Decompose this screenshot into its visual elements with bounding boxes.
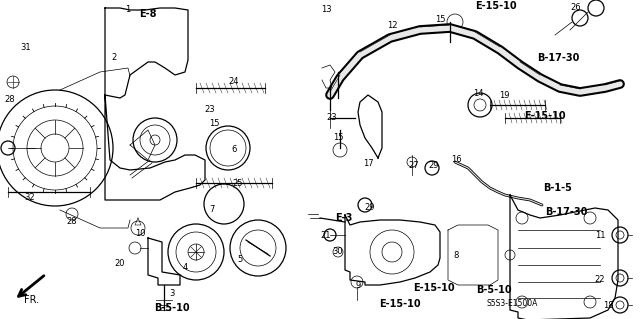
Text: 11: 11 xyxy=(595,232,605,241)
Text: 29: 29 xyxy=(429,161,439,170)
Text: 23: 23 xyxy=(205,106,215,115)
Text: E-8: E-8 xyxy=(140,9,157,19)
Text: 12: 12 xyxy=(387,21,397,31)
Text: 28: 28 xyxy=(67,218,77,226)
Text: B-1-5: B-1-5 xyxy=(543,183,572,193)
Text: 26: 26 xyxy=(571,4,581,12)
Text: B-5-10: B-5-10 xyxy=(476,285,512,295)
Text: FR.: FR. xyxy=(24,295,40,305)
Text: 2: 2 xyxy=(111,54,116,63)
Text: 28: 28 xyxy=(4,95,15,105)
Text: 25: 25 xyxy=(233,179,243,188)
Text: 4: 4 xyxy=(182,263,188,272)
Text: 31: 31 xyxy=(20,43,31,53)
Text: 13: 13 xyxy=(321,5,332,14)
Text: E-15-10: E-15-10 xyxy=(413,283,455,293)
Text: 22: 22 xyxy=(595,276,605,285)
Text: E-15-10: E-15-10 xyxy=(379,299,421,309)
Text: 21: 21 xyxy=(321,232,332,241)
Text: 1: 1 xyxy=(125,5,131,14)
Text: 20: 20 xyxy=(115,259,125,269)
Text: 6: 6 xyxy=(231,145,237,154)
Text: 5: 5 xyxy=(237,256,243,264)
Text: 19: 19 xyxy=(499,92,509,100)
Text: 15: 15 xyxy=(209,120,220,129)
Text: 8: 8 xyxy=(453,251,459,261)
Text: 3: 3 xyxy=(170,290,175,299)
Text: 15: 15 xyxy=(333,133,343,143)
Text: 23: 23 xyxy=(326,114,337,122)
Text: E-15-10: E-15-10 xyxy=(524,111,566,121)
Text: 30: 30 xyxy=(333,248,343,256)
Text: 17: 17 xyxy=(363,160,373,168)
Text: 27: 27 xyxy=(409,161,419,170)
Text: S5S3-E1500A: S5S3-E1500A xyxy=(486,300,538,308)
Text: E-15-10: E-15-10 xyxy=(475,1,517,11)
Text: E-3: E-3 xyxy=(335,213,353,223)
Text: 15: 15 xyxy=(435,16,445,25)
Text: 18: 18 xyxy=(603,301,613,310)
Text: 10: 10 xyxy=(135,229,145,239)
Text: 7: 7 xyxy=(209,205,214,214)
Text: 29: 29 xyxy=(365,204,375,212)
Text: B-17-30: B-17-30 xyxy=(537,53,579,63)
Text: 32: 32 xyxy=(25,194,35,203)
Text: 9: 9 xyxy=(355,281,360,291)
Text: 16: 16 xyxy=(451,155,461,165)
Text: B-5-10: B-5-10 xyxy=(154,303,190,313)
Text: B-17-30: B-17-30 xyxy=(545,207,587,217)
Text: 24: 24 xyxy=(228,78,239,86)
Text: 14: 14 xyxy=(473,90,483,99)
